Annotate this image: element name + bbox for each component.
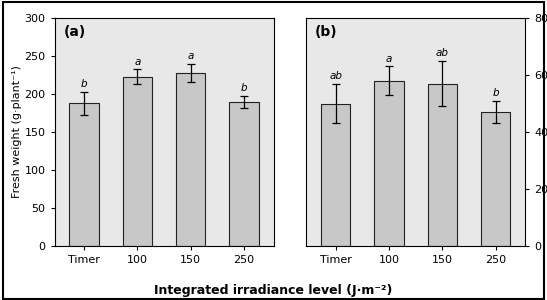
Bar <box>374 81 404 246</box>
Text: a: a <box>386 54 392 64</box>
Bar <box>123 76 152 246</box>
Text: b: b <box>492 88 499 98</box>
Bar <box>176 73 206 246</box>
Text: b: b <box>241 83 247 93</box>
Text: b: b <box>81 80 88 89</box>
Bar <box>69 103 98 246</box>
Text: a: a <box>134 57 141 67</box>
Text: (a): (a) <box>63 25 86 39</box>
Bar <box>481 112 510 246</box>
Bar <box>428 83 457 246</box>
Text: a: a <box>188 51 194 61</box>
Text: (b): (b) <box>315 25 337 39</box>
Bar <box>321 103 350 246</box>
Text: ab: ab <box>329 71 342 81</box>
Text: ab: ab <box>436 48 449 58</box>
Text: Integrated irradiance level (J·m⁻²): Integrated irradiance level (J·m⁻²) <box>154 284 393 297</box>
Y-axis label: Fresh weight (g·plant⁻¹): Fresh weight (g·plant⁻¹) <box>12 66 22 198</box>
Bar <box>230 102 259 246</box>
